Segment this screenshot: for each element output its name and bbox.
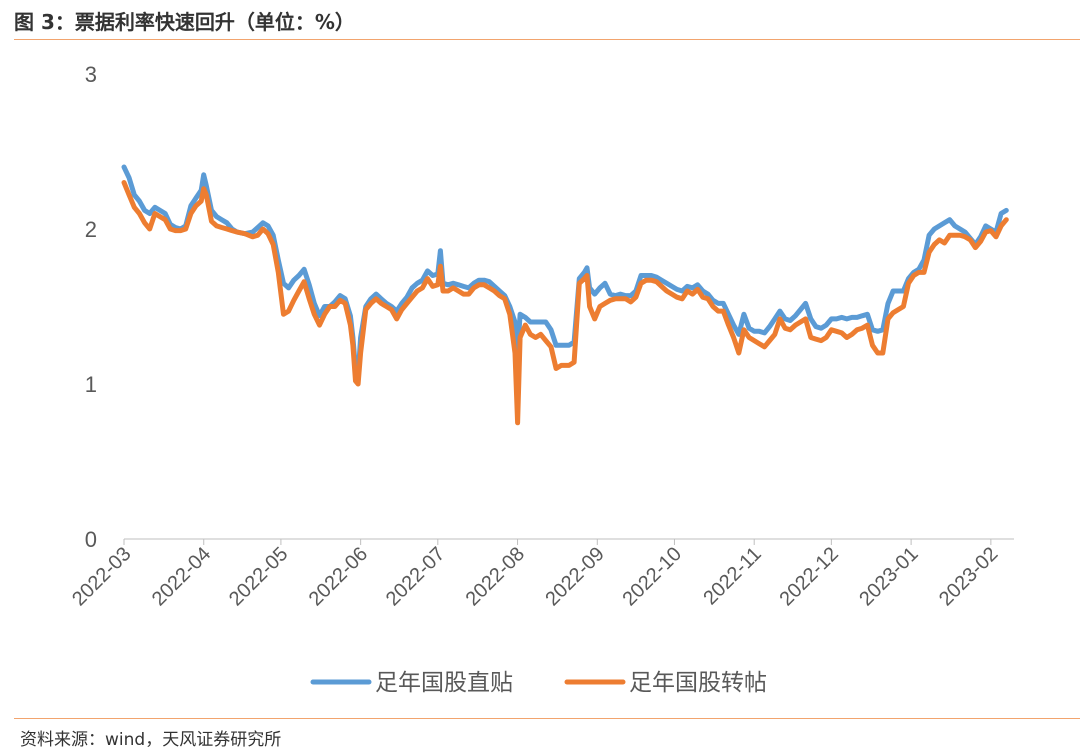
- x-tick-label: 2022-06: [305, 543, 372, 610]
- x-tick-label: 2022-07: [382, 543, 449, 610]
- x-tick-label: 2022-05: [225, 543, 292, 610]
- legend-label: 足年国股直贴: [375, 670, 513, 696]
- x-tick-label: 2022-09: [541, 543, 608, 610]
- x-tick-label: 2022-03: [68, 543, 135, 610]
- series-layer: [121, 164, 1009, 426]
- source-note: 资料来源：wind，天风证券研究所: [20, 730, 282, 750]
- x-tick-label: 2022-11: [699, 543, 765, 609]
- y-tick-label: 1: [85, 372, 97, 397]
- chart-title: 图 3：票据利率快速回升（单位：%）: [14, 10, 355, 34]
- x-axis: 2022-03 2022-04 2022-05 2022-06 2022-07 2022-…: [68, 538, 1014, 610]
- line-chart: 0 1 2 3 2022-03 2022-04 2022-05 2022-06 2022-07…: [68, 62, 1014, 696]
- x-tick-label: 2022-08: [462, 543, 529, 610]
- legend: 足年国股直贴 足年国股转帖: [310, 670, 767, 696]
- title-divider: [14, 39, 1080, 40]
- x-tick-label: 2023-02: [935, 543, 1002, 610]
- x-tick-label: 2022-12: [775, 543, 842, 610]
- series-line-2: [121, 180, 1009, 426]
- y-tick-label: 3: [85, 62, 97, 87]
- source-divider: [14, 718, 1080, 719]
- y-axis: 0 1 2 3: [85, 62, 97, 552]
- legend-label: 足年国股转帖: [629, 670, 767, 696]
- x-tick-label: 2022-04: [148, 543, 215, 610]
- y-tick-label: 0: [85, 527, 97, 552]
- x-tick-label: 2023-01: [855, 543, 922, 610]
- x-tick-label: 2022-10: [619, 543, 686, 610]
- y-tick-label: 2: [85, 217, 97, 242]
